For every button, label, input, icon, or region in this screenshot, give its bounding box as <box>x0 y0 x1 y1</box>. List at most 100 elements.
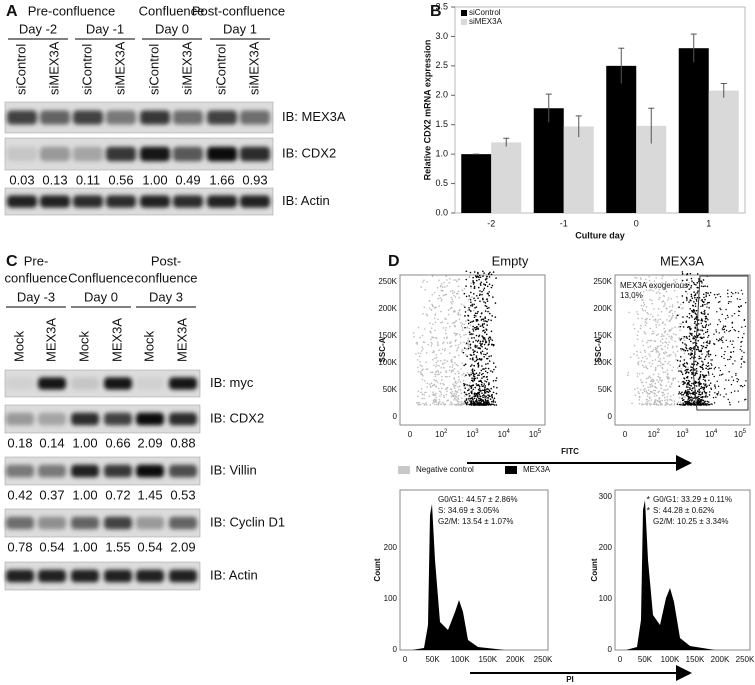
dot <box>433 317 436 320</box>
blot-background <box>4 561 201 591</box>
dot <box>704 358 706 361</box>
dot <box>454 340 457 343</box>
dot <box>485 305 488 308</box>
dot <box>473 397 476 400</box>
blot-background <box>4 456 201 486</box>
dot <box>653 308 655 310</box>
dot <box>689 348 692 351</box>
dot <box>477 310 479 313</box>
dot <box>669 305 671 308</box>
dot <box>432 323 434 326</box>
dot <box>457 403 459 405</box>
dot <box>491 339 494 342</box>
dot <box>438 294 441 297</box>
dot <box>490 273 493 276</box>
dot <box>481 293 483 296</box>
dot <box>482 270 484 273</box>
dot <box>684 396 686 399</box>
dot <box>690 400 693 402</box>
dot <box>453 294 455 297</box>
y-tick-label: 200 <box>599 543 613 552</box>
dot <box>695 315 698 318</box>
dot <box>714 354 717 357</box>
dot <box>678 403 681 406</box>
dot <box>443 362 446 364</box>
dot <box>452 369 455 372</box>
dot <box>717 323 719 326</box>
x-axis-label: PI <box>566 675 574 684</box>
dot <box>426 368 429 370</box>
dot <box>669 337 672 340</box>
dot <box>693 402 696 404</box>
dot <box>481 343 484 345</box>
dot <box>456 391 459 393</box>
dot <box>490 330 493 333</box>
dot <box>653 395 656 397</box>
dot <box>701 402 704 404</box>
dot <box>463 395 466 397</box>
gate-label: MEX3A exogenous <box>620 281 688 290</box>
dot <box>481 365 483 367</box>
dot <box>727 346 729 348</box>
dot <box>472 357 474 359</box>
blot-label: IB: Cyclin D1 <box>210 514 285 529</box>
dot <box>434 373 436 376</box>
dot <box>685 296 688 299</box>
dot <box>647 346 649 349</box>
dot <box>657 333 660 336</box>
dot <box>672 379 674 381</box>
dot <box>484 386 486 389</box>
dot <box>477 402 480 405</box>
dot <box>702 313 704 315</box>
dot <box>465 374 467 376</box>
dot <box>429 338 432 341</box>
dot <box>491 343 493 346</box>
dot <box>695 298 698 301</box>
dot <box>479 300 481 302</box>
dot <box>490 355 492 357</box>
dot <box>474 404 476 406</box>
dot <box>694 317 697 319</box>
band <box>40 110 70 125</box>
dot <box>457 394 460 397</box>
dot <box>666 396 669 398</box>
dot <box>649 376 652 379</box>
dot <box>470 291 472 294</box>
dot <box>479 315 482 318</box>
dot <box>469 297 471 299</box>
quantification: 0.66 <box>105 435 130 450</box>
dot <box>732 363 734 365</box>
dot <box>641 404 643 406</box>
significance-mark: * <box>646 494 650 504</box>
y-tick-label: 250K <box>378 277 397 286</box>
dot <box>700 357 702 359</box>
dot <box>633 283 636 285</box>
panel-letter: B <box>430 3 442 20</box>
dot <box>672 351 675 353</box>
dot <box>679 325 682 328</box>
dot <box>703 313 706 316</box>
dot <box>451 289 454 292</box>
dot <box>467 337 470 340</box>
dot <box>740 366 742 368</box>
band <box>207 195 237 208</box>
dot <box>418 401 421 404</box>
dot <box>420 350 423 352</box>
dot <box>464 363 467 366</box>
dot <box>446 336 448 338</box>
dot <box>431 358 434 361</box>
dot <box>654 386 657 389</box>
dot <box>720 308 722 311</box>
dot <box>662 300 665 302</box>
dot <box>663 399 666 402</box>
dot <box>648 279 651 282</box>
dot <box>636 354 638 357</box>
x-tick-label: 200K <box>711 655 730 664</box>
dot <box>681 394 683 396</box>
dot <box>490 286 493 289</box>
dot <box>459 404 462 406</box>
dot <box>676 350 679 353</box>
dot <box>685 344 688 347</box>
dot <box>667 381 670 383</box>
dot <box>458 333 461 336</box>
